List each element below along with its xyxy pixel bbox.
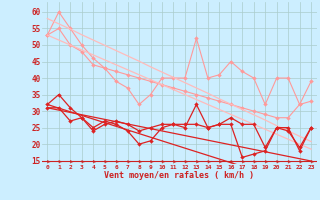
X-axis label: Vent moyen/en rafales ( km/h ): Vent moyen/en rafales ( km/h ) xyxy=(104,171,254,180)
